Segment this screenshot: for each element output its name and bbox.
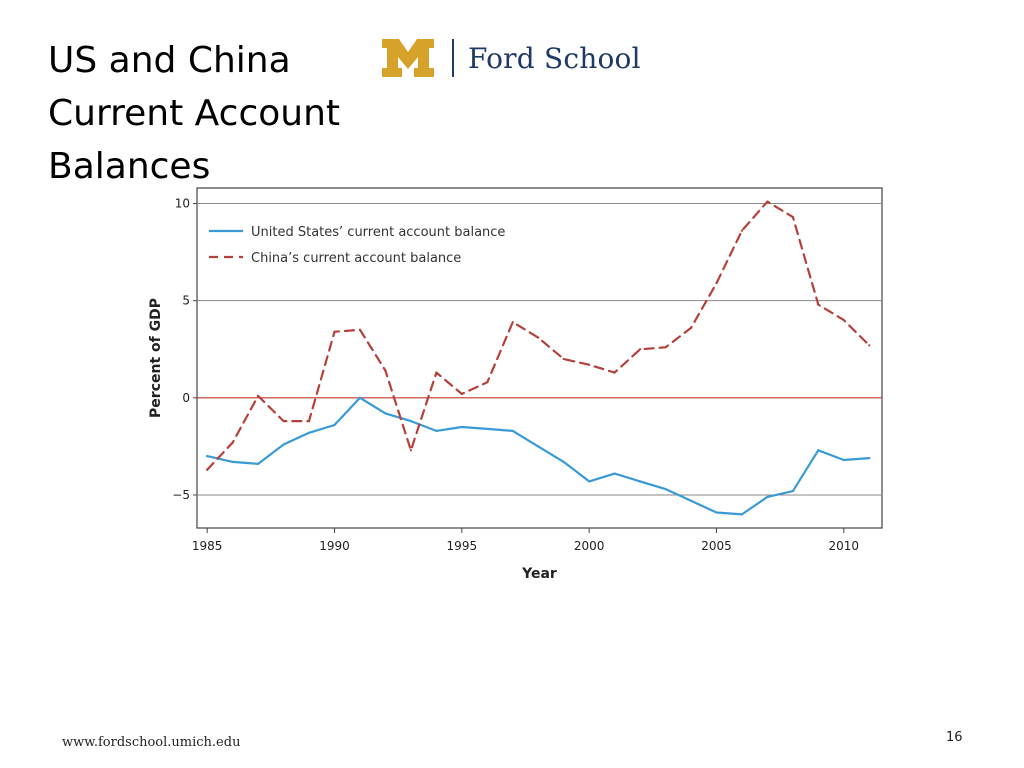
us-data-point xyxy=(333,423,336,427)
us-data-point xyxy=(486,427,489,431)
china-data-point xyxy=(282,420,285,423)
us-data-point xyxy=(206,455,209,458)
china-data-point xyxy=(409,449,413,452)
china-data-point xyxy=(588,363,591,366)
us-data-point xyxy=(766,495,769,499)
china-data-point xyxy=(715,282,718,285)
china-data-point xyxy=(206,468,209,471)
current-account-chart: 10 5 0 −5 1985 1990 1995 2000 2005 2010 Year Percen… xyxy=(148,187,883,582)
china-data-point xyxy=(613,371,616,374)
slide-title-line-3: Balances xyxy=(48,146,211,187)
us-data-point xyxy=(588,480,591,483)
us-data-point xyxy=(791,489,794,493)
us-data-point xyxy=(562,460,565,464)
us-data-point xyxy=(384,412,387,415)
china-data-point xyxy=(486,381,489,384)
china-data-point xyxy=(511,320,514,324)
y-tick-label: 10 xyxy=(175,197,190,211)
china-data-point xyxy=(842,319,845,322)
china-data-point xyxy=(664,346,667,349)
us-data-point xyxy=(537,445,540,448)
china-data-point xyxy=(817,303,820,306)
us-data-point xyxy=(257,462,260,465)
china-data-point xyxy=(460,392,463,396)
china-data-point xyxy=(868,344,871,347)
us-data-point xyxy=(715,511,718,514)
y-tick-label: −5 xyxy=(172,488,190,502)
china-data-point xyxy=(562,357,565,361)
china-data-point xyxy=(791,216,794,219)
us-data-point xyxy=(231,460,234,464)
y-axis-label: Percent of GDP xyxy=(148,298,164,418)
slide-title: US and China Current Account Balances xyxy=(48,34,378,193)
us-data-point xyxy=(358,396,362,399)
china-data-point xyxy=(257,394,260,397)
us-data-point xyxy=(868,456,871,460)
us-data-point xyxy=(307,431,311,434)
china-data-point xyxy=(435,371,438,374)
china-data-point xyxy=(231,441,234,444)
china-data-point xyxy=(740,229,744,232)
us-data-point xyxy=(511,429,514,432)
china-data-point xyxy=(766,200,769,203)
x-axis-label: Year xyxy=(521,566,557,582)
page-number: 16 xyxy=(946,730,963,745)
china-data-point xyxy=(689,326,693,329)
china-data-point xyxy=(537,336,540,339)
us-data-point xyxy=(282,443,285,446)
us-data-point xyxy=(664,488,667,491)
china-data-point xyxy=(333,330,336,333)
x-tick-label: 2005 xyxy=(701,539,732,553)
x-tick-label: 1990 xyxy=(319,539,350,553)
logo-separator xyxy=(452,39,454,77)
us-data-point xyxy=(689,499,693,502)
plot-frame xyxy=(196,187,883,529)
slide-title-line-2: Current Account xyxy=(48,93,341,134)
us-data-point xyxy=(740,513,744,516)
block-m-icon xyxy=(382,39,434,77)
china-data-point xyxy=(638,348,642,351)
china-data-point xyxy=(384,369,387,372)
x-tick-label: 1995 xyxy=(447,539,478,553)
slide-title-line-1: US and China xyxy=(48,40,291,81)
footer-url: www.fordschool.umich.edu xyxy=(62,735,241,750)
us-data-point xyxy=(435,429,438,432)
us-data-point xyxy=(613,472,616,475)
china-data-point xyxy=(358,328,362,331)
legend-label-china: China’s current account balance xyxy=(251,251,461,266)
y-tick-label: 5 xyxy=(182,294,190,308)
y-tick-label: 0 xyxy=(182,391,190,405)
us-data-point xyxy=(638,480,642,483)
us-data-point xyxy=(409,420,413,423)
us-data-point xyxy=(842,458,845,462)
x-tick-label: 1985 xyxy=(192,539,223,553)
ford-school-logo: Ford School xyxy=(382,38,641,78)
china-data-point xyxy=(307,420,311,423)
logo-text: Ford School xyxy=(468,41,641,75)
x-tick-label: 2000 xyxy=(574,539,605,553)
us-data-point xyxy=(460,425,463,429)
us-data-point xyxy=(817,449,820,452)
x-tick-label: 2010 xyxy=(829,539,860,553)
legend-label-us: United States’ current account balance xyxy=(251,225,505,240)
